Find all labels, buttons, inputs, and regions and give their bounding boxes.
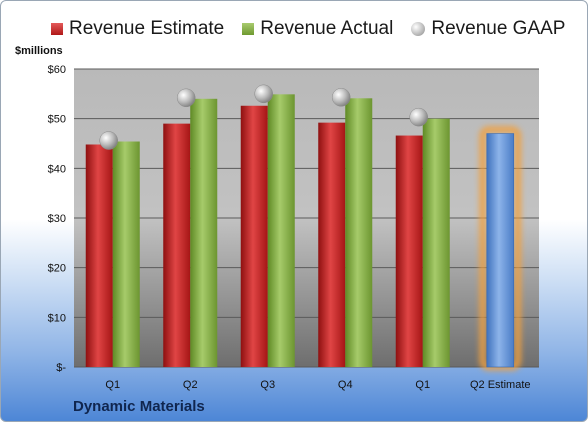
marker-revenue-gaap [99,131,118,150]
x-tick-label: Q4 [338,379,353,391]
y-tick-label: $10 [48,312,66,324]
marker-revenue-gaap [254,84,273,104]
bar-revenue-estimate [395,135,423,367]
bar-q2-estimate [486,133,515,368]
bar-revenue-actual [345,98,373,367]
y-tick-label: $50 [48,114,66,126]
x-tick-label: Q2 [183,379,198,391]
bar-revenue-estimate [240,105,268,368]
legend-swatch-gaap [411,22,426,36]
legend-label-gaap: Revenue GAAP [431,18,566,39]
legend-label-actual: Revenue Actual [260,18,394,39]
bar-revenue-estimate [85,144,113,367]
legend-swatch-estimate [51,23,63,35]
legend-item-gaap: Revenue GAAP [411,18,565,40]
y-axis-units-label: $millions [15,45,63,57]
bar-revenue-actual [422,118,450,368]
y-tick-label: $60 [48,64,66,76]
bar-revenue-estimate [163,123,191,367]
marker-revenue-gaap [331,88,351,107]
bar-revenue-actual [267,94,295,367]
marker-revenue-gaap [409,107,428,127]
x-tick-label: Q1 [415,379,430,391]
y-tick-label: $40 [48,163,66,175]
y-tick-label: $30 [48,213,66,225]
company-name: Dynamic Materials [73,398,205,415]
bar-revenue-estimate [318,122,346,367]
y-tick-label: $20 [48,263,66,275]
marker-revenue-gaap [176,88,196,108]
legend: Revenue Estimate Revenue Actual Revenue … [51,18,583,40]
legend-item-actual: Revenue Actual [242,18,393,40]
legend-label-estimate: Revenue Estimate [69,18,225,39]
x-tick-label: Q3 [260,379,275,391]
bar-revenue-actual [112,141,140,367]
bar-revenue-actual [190,98,218,368]
legend-swatch-actual [242,23,255,35]
x-tick-label: Q1 [105,379,120,391]
y-tick-label: $- [56,362,66,374]
legend-item-estimate: Revenue Estimate [51,18,224,40]
x-tick-label: Q2 Estimate [470,379,531,391]
